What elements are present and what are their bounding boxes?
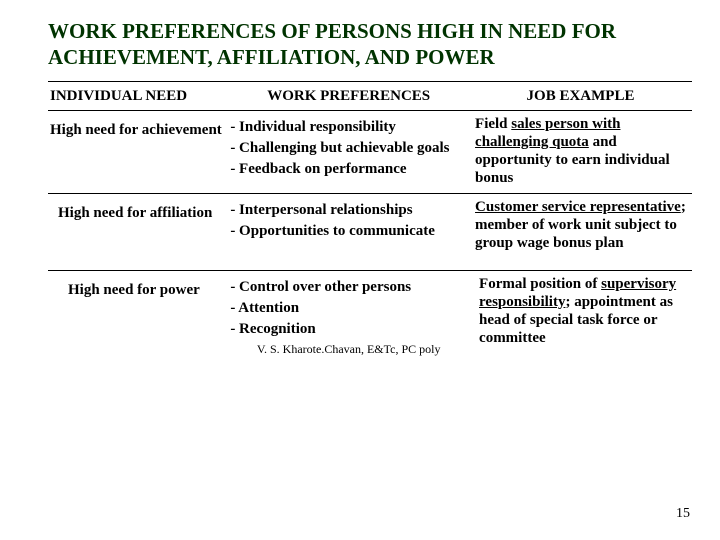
job-example: Customer service representative; member … [473, 193, 692, 270]
slide-footer: V. S. Kharote.Chavan, E&Tc, PC poly [230, 342, 467, 356]
work-preferences: - Control over other persons - Attention… [228, 270, 473, 362]
job-example: Formal position of supervisory responsib… [473, 270, 692, 362]
need-label: High need for power [48, 270, 228, 362]
needs-table: INDIVIDUAL NEED WORK PREFERENCES JOB EXA… [48, 81, 692, 362]
pref-item: - Individual responsibility [230, 118, 467, 136]
col-header-need: INDIVIDUAL NEED [48, 81, 228, 110]
pref-item: - Interpersonal relationships [230, 201, 467, 219]
col-header-prefs: WORK PREFERENCES [228, 81, 473, 110]
pref-item: - Attention [230, 299, 467, 317]
job-underline: Customer service representative [475, 199, 681, 215]
table-row: High need for achievement - Individual r… [48, 110, 692, 193]
slide-title: WORK PREFERENCES OF PERSONS HIGH IN NEED… [48, 18, 692, 71]
job-text: Field [475, 116, 511, 132]
work-preferences: - Individual responsibility - Challengin… [228, 110, 473, 193]
pref-item: - Challenging but achievable goals [230, 139, 467, 157]
pref-item: - Control over other persons [230, 278, 467, 296]
page-number: 15 [676, 506, 690, 522]
work-preferences: - Interpersonal relationships - Opportun… [228, 193, 473, 270]
pref-item: - Opportunities to communicate [230, 222, 467, 240]
pref-item: - Recognition [230, 320, 467, 338]
table-row: High need for affiliation - Interpersona… [48, 193, 692, 270]
need-label: High need for achievement [48, 110, 228, 193]
table-header-row: INDIVIDUAL NEED WORK PREFERENCES JOB EXA… [48, 81, 692, 110]
pref-item: - Feedback on performance [230, 160, 467, 178]
table-row: High need for power - Control over other… [48, 270, 692, 362]
col-header-job: JOB EXAMPLE [473, 81, 692, 110]
job-example: Field sales person with challenging quot… [473, 110, 692, 193]
job-text: Formal position of [479, 276, 601, 292]
need-label: High need for affiliation [48, 193, 228, 270]
